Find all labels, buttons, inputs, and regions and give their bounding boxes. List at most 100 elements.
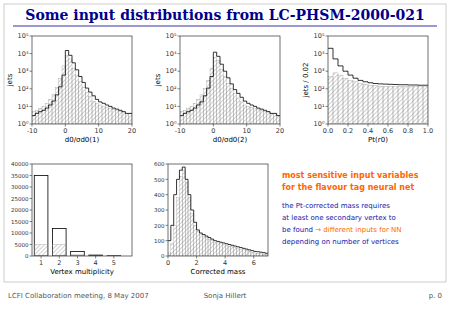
hist-bar bbox=[231, 247, 234, 256]
hist-bar bbox=[69, 59, 72, 124]
hist-bar bbox=[213, 58, 216, 124]
hist-bar bbox=[200, 95, 203, 124]
hist-step bbox=[247, 103, 250, 104]
x-tick-label: 0 bbox=[211, 127, 215, 135]
hist-step bbox=[383, 84, 388, 85]
x-tick-label: 1 bbox=[39, 259, 43, 267]
y-tick bbox=[326, 53, 329, 54]
hist-step bbox=[42, 110, 45, 111]
hist-bar bbox=[112, 109, 115, 124]
hist-step bbox=[418, 85, 423, 86]
hist-bar bbox=[72, 68, 75, 124]
hist-bar bbox=[237, 248, 240, 256]
y-tick bbox=[326, 88, 329, 89]
hist-bar bbox=[89, 97, 92, 124]
panel: 0.00.20.40.60.81.010⁰10¹10²10³10⁴10⁵Pt(r… bbox=[302, 32, 433, 144]
y-tick bbox=[178, 88, 181, 89]
y-tick-label: 300 bbox=[154, 207, 165, 213]
hist-bar bbox=[413, 87, 418, 124]
hist-bar bbox=[177, 198, 180, 256]
footer: Sonja Hillert bbox=[204, 292, 247, 300]
hist-bar bbox=[383, 87, 388, 124]
hist-bar bbox=[373, 86, 378, 124]
y-tick-label: 10⁰ bbox=[314, 120, 325, 128]
hist-bar bbox=[333, 73, 338, 124]
hist-bar bbox=[65, 55, 68, 124]
hist-bar bbox=[95, 104, 98, 124]
hist-step bbox=[202, 234, 205, 235]
x-tick-label: 2 bbox=[195, 259, 199, 267]
hist-step bbox=[102, 103, 105, 104]
hist-step bbox=[222, 242, 225, 243]
hist-step bbox=[363, 81, 368, 82]
hist-bar bbox=[358, 84, 363, 124]
bar bbox=[52, 228, 66, 256]
hist-bar bbox=[168, 253, 171, 256]
y-tick bbox=[30, 53, 33, 54]
hist-step bbox=[179, 170, 182, 171]
hist-step bbox=[423, 85, 428, 86]
hist-step bbox=[273, 113, 276, 114]
hist-bar bbox=[183, 110, 186, 124]
hist-step bbox=[358, 80, 363, 81]
hist-bar bbox=[230, 89, 233, 124]
y-tick bbox=[30, 88, 33, 89]
hist-step bbox=[348, 75, 353, 76]
hist-step bbox=[230, 83, 233, 84]
hist-bar bbox=[92, 101, 95, 124]
hist-step bbox=[234, 246, 237, 247]
hist-step bbox=[119, 110, 122, 111]
marks bbox=[34, 176, 120, 257]
hist-step bbox=[265, 253, 268, 254]
hist-step bbox=[72, 62, 75, 63]
hist-step bbox=[207, 88, 210, 89]
hist-bar bbox=[55, 87, 58, 124]
hist-bar bbox=[42, 106, 45, 124]
hist-bar bbox=[125, 113, 128, 124]
hist-step bbox=[109, 106, 112, 107]
hist-bar bbox=[185, 182, 188, 256]
y-tick bbox=[178, 71, 181, 72]
x-label: d0/σd0(2) bbox=[213, 136, 248, 144]
hist-bar bbox=[343, 78, 348, 124]
hist-step bbox=[190, 110, 193, 111]
hist-step bbox=[99, 101, 102, 102]
y-tick bbox=[178, 106, 181, 107]
hist-bar bbox=[245, 251, 248, 256]
hist-bar bbox=[220, 70, 223, 124]
y-tick bbox=[178, 124, 181, 125]
y-tick-label: 10000 bbox=[11, 230, 29, 236]
y-tick-label: 10¹ bbox=[166, 103, 177, 111]
footer: LCFI Collaboration meeting, 8 May 2007 bbox=[8, 292, 149, 300]
plot-area bbox=[328, 36, 428, 124]
plot-area bbox=[32, 164, 132, 256]
annotation: most sensitive input variables bbox=[282, 171, 419, 180]
y-tick-label: 10¹ bbox=[18, 103, 29, 111]
hist-bar bbox=[99, 105, 102, 124]
y-label: jets bbox=[6, 73, 14, 87]
hist-bar bbox=[217, 61, 220, 124]
y-tick bbox=[166, 225, 169, 226]
hist-step bbox=[59, 86, 62, 87]
hist-bar bbox=[197, 99, 200, 124]
hist-bar bbox=[228, 246, 231, 256]
x-label: Pt(r0) bbox=[368, 136, 388, 144]
hist-bar bbox=[129, 113, 132, 124]
title-underline bbox=[13, 26, 437, 27]
hist-bar bbox=[273, 113, 276, 124]
y-tick bbox=[30, 164, 33, 165]
hist-bar bbox=[199, 235, 202, 256]
hist-bar bbox=[210, 68, 213, 124]
y-tick-label: 40000 bbox=[11, 161, 29, 167]
hist-step bbox=[225, 243, 228, 244]
hist-bar bbox=[348, 80, 353, 124]
hist-bar bbox=[105, 107, 108, 124]
y-tick-label: 5000 bbox=[15, 242, 29, 248]
hist-bar bbox=[208, 239, 211, 256]
hist-step bbox=[35, 113, 38, 114]
hist-bar bbox=[122, 112, 125, 124]
y-tick-label: 10² bbox=[18, 85, 29, 93]
hist-step bbox=[168, 240, 171, 241]
hist-bar bbox=[418, 87, 423, 124]
y-tick-label: 10⁴ bbox=[18, 50, 29, 58]
